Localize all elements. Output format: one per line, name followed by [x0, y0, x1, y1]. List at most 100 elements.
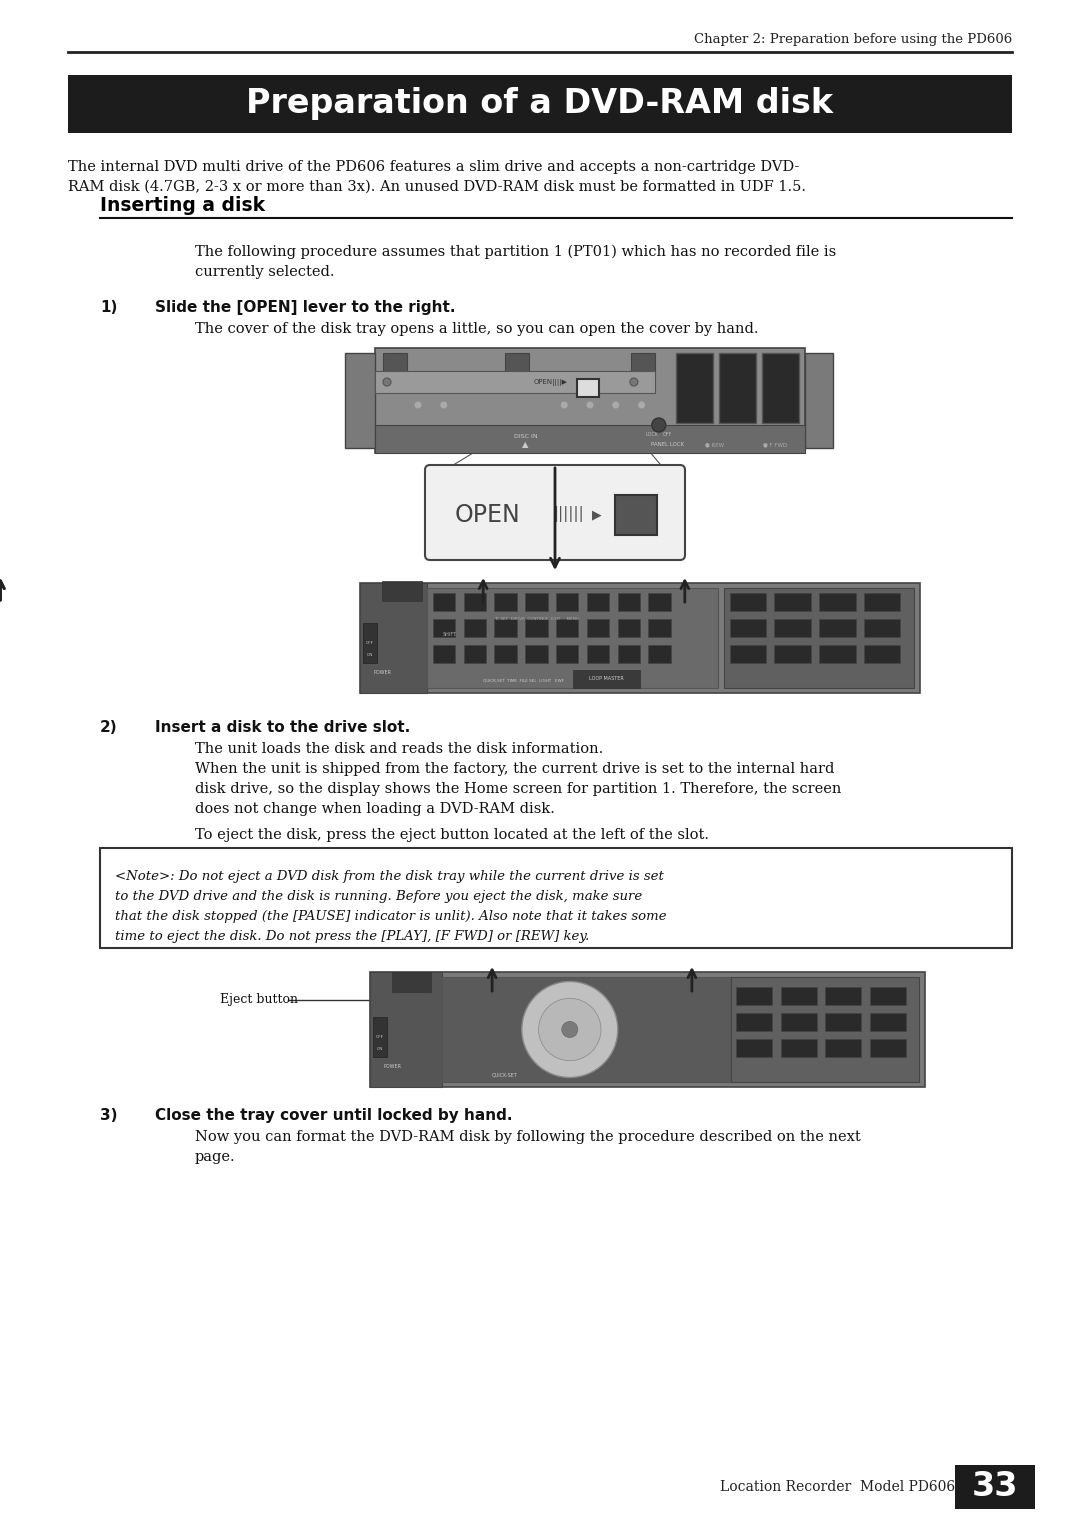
Bar — [774, 619, 811, 637]
Text: Chapter 2: Preparation before using the PD606: Chapter 2: Preparation before using the … — [693, 34, 1012, 46]
Bar — [730, 619, 766, 637]
Bar — [586, 645, 609, 663]
Text: disk drive, so the display shows the Home screen for partition 1. Therefore, the: disk drive, so the display shows the Hom… — [195, 782, 841, 796]
Bar — [525, 619, 548, 637]
Text: DISC IN: DISC IN — [514, 434, 538, 439]
Bar — [737, 987, 772, 1005]
Text: Eject button: Eject button — [220, 993, 298, 1007]
Text: Location Recorder  Model PD606: Location Recorder Model PD606 — [720, 1481, 955, 1494]
Text: Now you can format the DVD-RAM disk by following the procedure described on the : Now you can format the DVD-RAM disk by f… — [195, 1131, 861, 1144]
Text: The unit loads the disk and reads the disk information.: The unit loads the disk and reads the di… — [195, 743, 604, 756]
Text: 1): 1) — [100, 299, 118, 315]
Bar — [577, 379, 599, 397]
Bar — [731, 976, 919, 1082]
Bar — [525, 645, 548, 663]
Bar — [676, 353, 713, 423]
Text: QUICK-SET  TIME  FILE SEL  LIGHT   EWF: QUICK-SET TIME FILE SEL LIGHT EWF — [483, 678, 565, 683]
Text: To eject the disk, press the eject button located at the left of the slot.: To eject the disk, press the eject butto… — [195, 828, 708, 842]
Bar — [504, 353, 529, 373]
Text: that the disk stopped (the [PAUSE] indicator is unlit). Also note that it takes : that the disk stopped (the [PAUSE] indic… — [114, 911, 666, 923]
Circle shape — [612, 402, 619, 408]
Bar — [586, 619, 609, 637]
Text: Inserting a disk: Inserting a disk — [100, 196, 265, 215]
Bar — [383, 353, 407, 373]
Bar — [781, 1013, 816, 1031]
Bar — [363, 623, 377, 663]
Bar — [737, 1039, 772, 1057]
Text: Close the tray cover until locked by hand.: Close the tray cover until locked by han… — [156, 1108, 513, 1123]
FancyBboxPatch shape — [68, 75, 1012, 133]
Bar — [774, 593, 811, 611]
Bar — [433, 593, 455, 611]
Text: The following procedure assumes that partition 1 (PT01) which has no recorded fi: The following procedure assumes that par… — [195, 244, 836, 260]
Circle shape — [630, 377, 638, 387]
Bar — [463, 593, 486, 611]
Text: 33: 33 — [972, 1470, 1018, 1504]
Circle shape — [562, 1022, 578, 1038]
Circle shape — [383, 377, 391, 387]
Text: OFF: OFF — [366, 642, 374, 645]
Bar — [955, 1465, 1035, 1510]
Bar — [864, 593, 901, 611]
Text: QUICK-SET: QUICK-SET — [492, 1073, 518, 1077]
Bar — [373, 1018, 387, 1057]
Text: OPEN: OPEN — [455, 503, 521, 527]
Bar — [825, 1013, 861, 1031]
Text: ||||||: |||||| — [553, 506, 584, 523]
Bar — [825, 1039, 861, 1057]
Text: 3): 3) — [100, 1108, 118, 1123]
Bar — [495, 645, 517, 663]
Bar — [825, 987, 861, 1005]
Bar — [382, 581, 421, 601]
Text: Preparation of a DVD-RAM disk: Preparation of a DVD-RAM disk — [246, 87, 834, 121]
Bar — [428, 588, 718, 688]
Text: POWER: POWER — [383, 1065, 401, 1070]
Text: LOCK: LOCK — [646, 432, 659, 437]
Text: LOOP MASTER: LOOP MASTER — [589, 677, 624, 681]
Bar — [781, 1039, 816, 1057]
Text: RAM disk (4.7GB, 2-3 x or more than 3x). An unused DVD-RAM disk must be formatte: RAM disk (4.7GB, 2-3 x or more than 3x).… — [68, 180, 806, 194]
Bar — [774, 645, 811, 663]
Text: The internal DVD multi drive of the PD606 features a slim drive and accepts a no: The internal DVD multi drive of the PD60… — [68, 160, 799, 174]
Text: OFF: OFF — [376, 1034, 384, 1039]
Bar — [631, 353, 656, 373]
Text: POWER: POWER — [374, 671, 391, 675]
Bar — [463, 645, 486, 663]
Bar — [433, 619, 455, 637]
Bar — [345, 353, 375, 448]
Bar — [618, 593, 640, 611]
Bar — [375, 348, 805, 452]
Text: TC SET  DIR/VR  CONTINUE  EXIT     MENU: TC SET DIR/VR CONTINUE EXIT MENU — [495, 617, 579, 620]
Bar — [730, 593, 766, 611]
Bar — [556, 645, 579, 663]
Bar — [762, 353, 798, 423]
Text: time to eject the disk. Do not press the [PLAY], [F FWD] or [REW] key.: time to eject the disk. Do not press the… — [114, 931, 590, 943]
Bar — [719, 353, 756, 423]
Bar — [442, 976, 731, 1082]
Bar — [648, 645, 671, 663]
Text: PANEL LOCK: PANEL LOCK — [651, 443, 684, 448]
Text: OFF: OFF — [663, 432, 672, 437]
Text: ▲: ▲ — [523, 440, 529, 449]
FancyBboxPatch shape — [426, 465, 685, 559]
Text: currently selected.: currently selected. — [195, 264, 335, 280]
Text: ON: ON — [377, 1047, 383, 1051]
Bar — [864, 619, 901, 637]
Bar — [618, 619, 640, 637]
Bar — [495, 619, 517, 637]
Bar — [869, 1039, 905, 1057]
Bar — [618, 645, 640, 663]
Bar — [737, 1013, 772, 1031]
Text: ● F FWD: ● F FWD — [762, 443, 787, 448]
Text: SHIFT: SHIFT — [443, 633, 457, 637]
Bar — [375, 425, 805, 452]
Bar — [648, 593, 671, 611]
Circle shape — [586, 402, 594, 408]
Bar — [370, 972, 442, 1086]
Bar — [869, 1013, 905, 1031]
Bar — [615, 495, 657, 535]
Bar — [820, 619, 855, 637]
Text: OPEN||||▶: OPEN||||▶ — [535, 379, 568, 385]
Bar — [781, 987, 816, 1005]
Text: ▶: ▶ — [592, 507, 602, 521]
